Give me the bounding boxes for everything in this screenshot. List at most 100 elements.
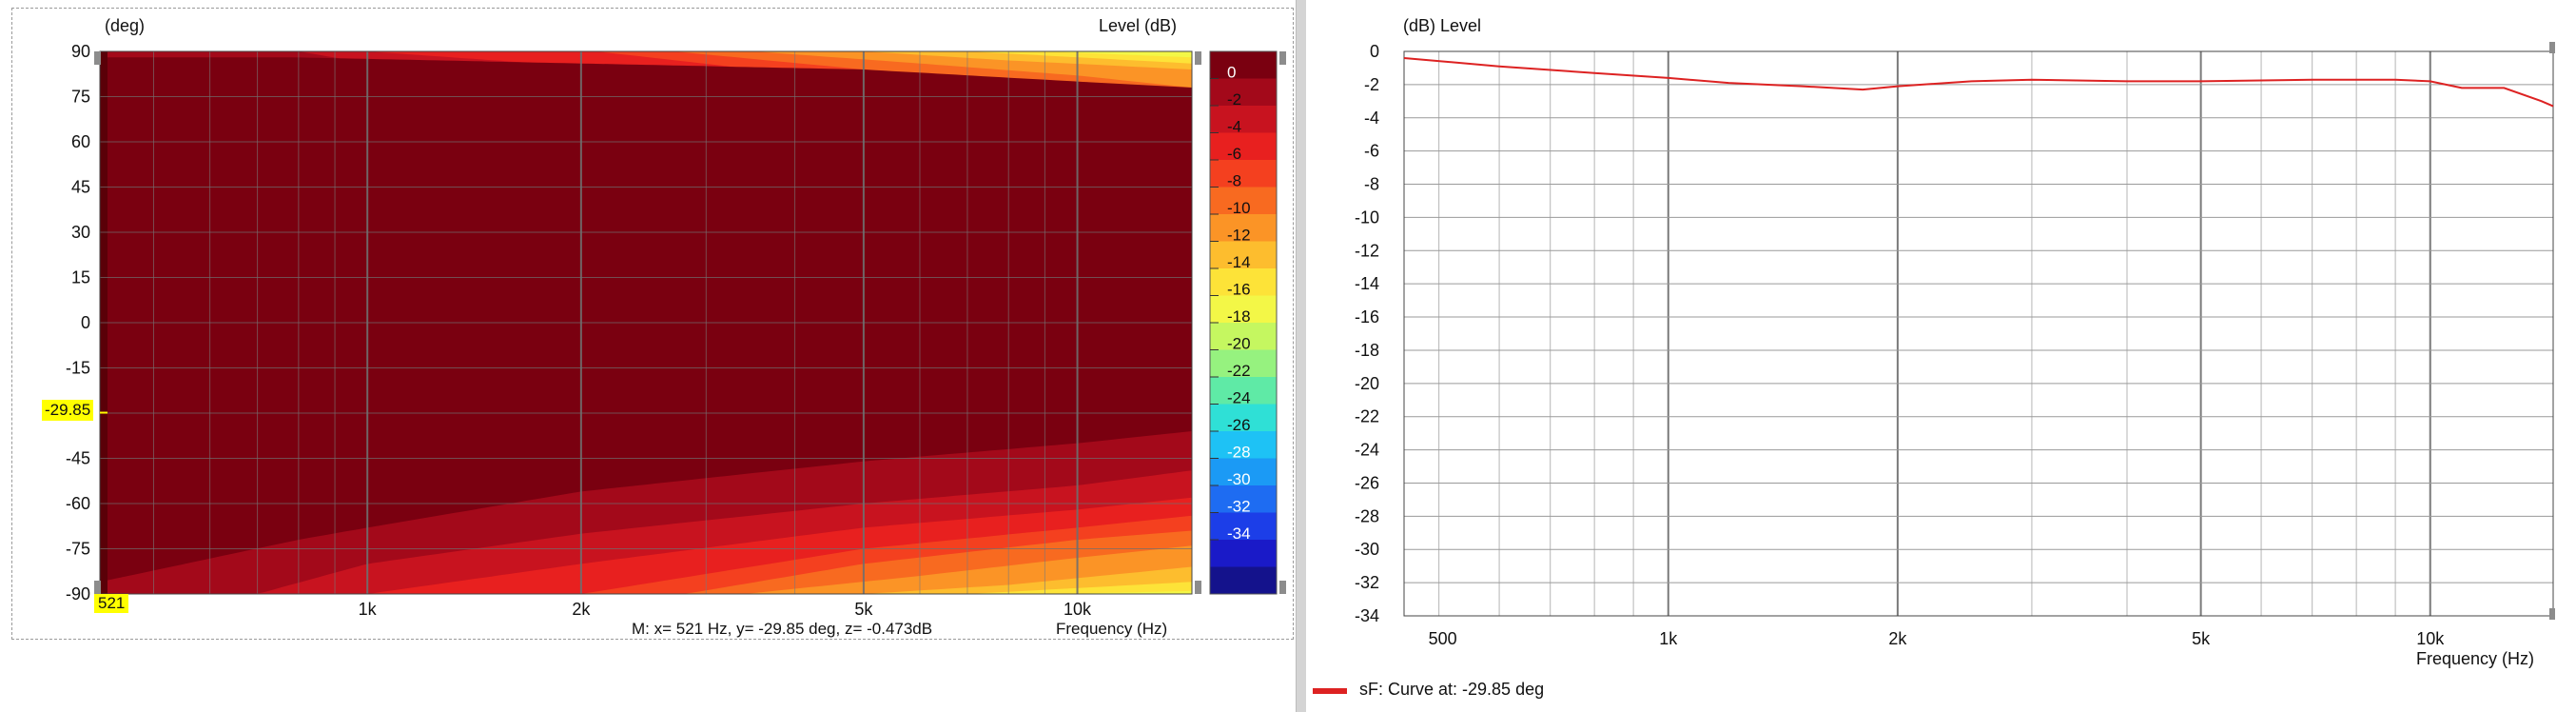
color-bar-label: -30 [1227, 470, 1251, 488]
map-y-tick: 15 [71, 268, 90, 287]
color-bar-label: -28 [1227, 443, 1251, 461]
map-y-tick: 75 [71, 88, 90, 107]
legend-label: sF: Curve at: -29.85 deg [1359, 680, 1545, 699]
color-bar-swatch [1210, 377, 1277, 405]
contour-band [100, 57, 1192, 583]
fr-y-tick: -14 [1355, 274, 1379, 293]
fr-x-tick: 10k [2416, 629, 2445, 648]
color-bar-swatch [1210, 78, 1277, 107]
map-y-tick: -60 [66, 494, 90, 513]
color-bar-swatch [1210, 349, 1277, 378]
color-bar: 0 -2 -4 -6 -8 -10 -12 -14 -16 -18 -20 -22 -24 -26 -28 -… [1209, 50, 1278, 595]
fr-y-axis-label: (dB) Level [1403, 16, 1482, 35]
marker-x-badge[interactable]: 521 [94, 594, 129, 613]
range-slider-handle[interactable] [1279, 581, 1286, 594]
fr-x-tick: 5k [2192, 629, 2211, 648]
map-y-tick: 60 [71, 132, 90, 151]
fr-y-tick: -10 [1355, 208, 1379, 227]
color-bar-label: -8 [1227, 171, 1241, 189]
marker-readout: M: x= 521 Hz, y= -29.85 deg, z= -0.473dB [632, 620, 933, 638]
polar-map-frame [11, 8, 1294, 640]
map-x-tick-labels: 1k 2k 5k 10k [359, 600, 1092, 619]
fr-y-tick: -16 [1355, 307, 1379, 326]
fr-y-tick: -8 [1364, 175, 1379, 194]
map-grid [99, 50, 1193, 595]
fr-y-tick: -34 [1355, 606, 1379, 625]
color-bar-label: -16 [1227, 280, 1251, 298]
fr-y-tick: -2 [1364, 75, 1379, 94]
color-bar-label: -20 [1227, 334, 1251, 352]
frequency-response-chart[interactable]: 0 -2 -4 -6 -8 -10 -12 -14 -16 -18 -20 -22 -24 -26 -28 -… [1305, 0, 2576, 712]
range-slider-handle[interactable] [1195, 581, 1201, 594]
color-bar-swatch [1210, 132, 1277, 161]
color-bar-label: -22 [1227, 362, 1251, 380]
color-bar-label: -18 [1227, 307, 1251, 326]
map-x-tick: 10k [1064, 600, 1092, 619]
map-y-tick: 0 [81, 313, 90, 332]
fr-x-tick-labels: 500 1k 2k 5k 10k [1429, 629, 2446, 648]
fr-y-tick: -26 [1355, 473, 1379, 492]
map-x-tick: 2k [572, 600, 591, 619]
color-bar-label: -26 [1227, 416, 1251, 434]
color-bar-swatch [1210, 323, 1277, 350]
map-x-tick: 1k [359, 600, 378, 619]
range-slider-handle[interactable] [94, 581, 101, 594]
map-x-tick: 5k [854, 600, 873, 619]
fr-x-tick: 500 [1429, 629, 1457, 648]
fr-handle [2549, 42, 2555, 53]
color-bar-swatch [1210, 241, 1277, 269]
color-bar-label: -12 [1227, 226, 1251, 244]
fr-series [1403, 57, 2554, 108]
color-bar-swatch [1210, 485, 1277, 513]
fr-y-tick: -32 [1355, 573, 1379, 592]
fr-y-tick: 0 [1370, 42, 1379, 61]
color-bar-label: -24 [1227, 388, 1251, 406]
map-z-axis-label: Level (dB) [1099, 16, 1178, 35]
fr-y-tick: -20 [1355, 374, 1379, 393]
fr-y-tick: -12 [1355, 241, 1379, 260]
slider-handles[interactable] [94, 51, 1286, 594]
map-y-tick: -45 [66, 449, 90, 468]
color-bar-label: -34 [1227, 524, 1251, 543]
frequency-response-panel: 0 -2 -4 -6 -8 -10 -12 -14 -16 -18 -20 -22 -24 -26 -28 -… [1305, 0, 2576, 712]
map-y-tick: 90 [71, 42, 90, 61]
color-bar-swatch [1210, 295, 1277, 324]
color-bar-swatch [1210, 566, 1277, 595]
color-bar-swatch [1210, 540, 1277, 567]
color-bar-swatch [1210, 512, 1277, 541]
color-bar-label: -6 [1227, 145, 1241, 163]
color-bar-label: -32 [1227, 497, 1251, 515]
color-bar-swatch [1210, 160, 1277, 188]
map-y-tick: -15 [66, 359, 90, 378]
fr-grid [1403, 42, 2555, 620]
panel-splitter[interactable] [1296, 0, 1306, 712]
fr-y-tick: -6 [1364, 142, 1379, 161]
legend-line-swatch [1313, 688, 1347, 694]
color-bar-swatch [1210, 431, 1277, 459]
fr-curve-line [1403, 57, 2554, 108]
fr-y-tick: -24 [1355, 441, 1379, 460]
range-slider-handle[interactable] [1195, 51, 1201, 65]
map-y-tick: 30 [71, 223, 90, 242]
color-bar-label: -10 [1227, 199, 1251, 217]
marker-y-badge[interactable]: -29.85 [42, 400, 94, 421]
color-bar-label: -2 [1227, 90, 1241, 109]
color-bar-swatch [1210, 51, 1277, 79]
color-bar-label: 0 [1227, 63, 1236, 81]
color-bar-label: -14 [1227, 253, 1251, 271]
fr-y-tick: -28 [1355, 506, 1379, 525]
range-slider-handle[interactable] [1279, 51, 1286, 65]
color-bar-swatch [1210, 458, 1277, 486]
map-y-tick-labels: 90 75 60 45 30 15 0 -15 -45 -60 -75 -90 [66, 42, 90, 603]
fr-x-tick: 2k [1888, 629, 1907, 648]
map-x-axis-label: Frequency (Hz) [1056, 620, 1168, 638]
fr-y-tick-labels: 0 -2 -4 -6 -8 -10 -12 -14 -16 -18 -20 -22 -24 -26 -28 -… [1355, 42, 1379, 625]
fr-y-tick: -22 [1355, 407, 1379, 426]
color-bar-swatch [1210, 106, 1277, 133]
fr-border [1403, 50, 2554, 617]
range-slider-handle[interactable] [94, 51, 101, 65]
color-bar-swatch [1210, 214, 1277, 242]
fr-x-axis-label: Frequency (Hz) [2416, 649, 2535, 668]
fr-y-tick: -4 [1364, 109, 1379, 128]
